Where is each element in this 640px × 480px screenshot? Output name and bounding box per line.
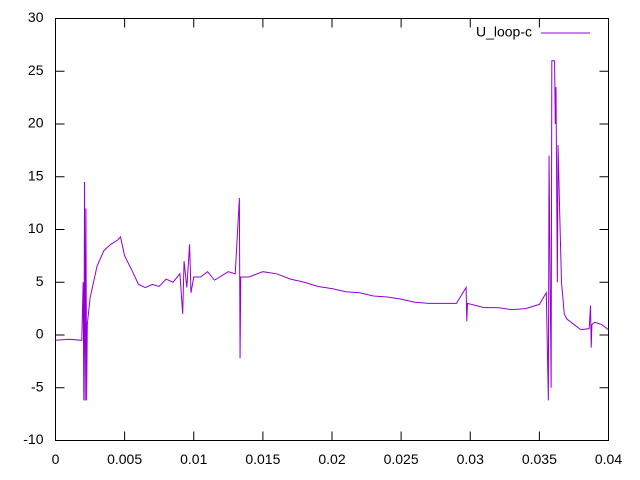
y-tick-label: 0 bbox=[36, 326, 44, 342]
y-tick-label: -5 bbox=[31, 378, 44, 394]
x-tick-label: 0.01 bbox=[180, 451, 207, 467]
y-tick-label: 15 bbox=[28, 167, 44, 183]
x-tick-label: 0.04 bbox=[595, 451, 622, 467]
y-tick-label: 20 bbox=[28, 115, 44, 131]
x-tick-label: 0.015 bbox=[245, 451, 280, 467]
y-tick-label: -10 bbox=[23, 431, 43, 447]
x-tick-label: 0 bbox=[52, 451, 60, 467]
data-line bbox=[55, 60, 609, 401]
x-tick-label: 0.03 bbox=[457, 451, 484, 467]
y-tick-label: 30 bbox=[28, 9, 44, 25]
y-tick-label: 10 bbox=[28, 220, 44, 236]
plot-border bbox=[55, 18, 609, 441]
y-tick-label: 5 bbox=[36, 273, 44, 289]
y-tick-label: 25 bbox=[28, 62, 44, 78]
x-tick-label: 0.02 bbox=[318, 451, 345, 467]
x-tick-label: 0.025 bbox=[384, 451, 419, 467]
legend-label: U_loop-c bbox=[476, 24, 532, 40]
x-tick-label: 0.035 bbox=[522, 451, 557, 467]
x-tick-label: 0.005 bbox=[107, 451, 142, 467]
